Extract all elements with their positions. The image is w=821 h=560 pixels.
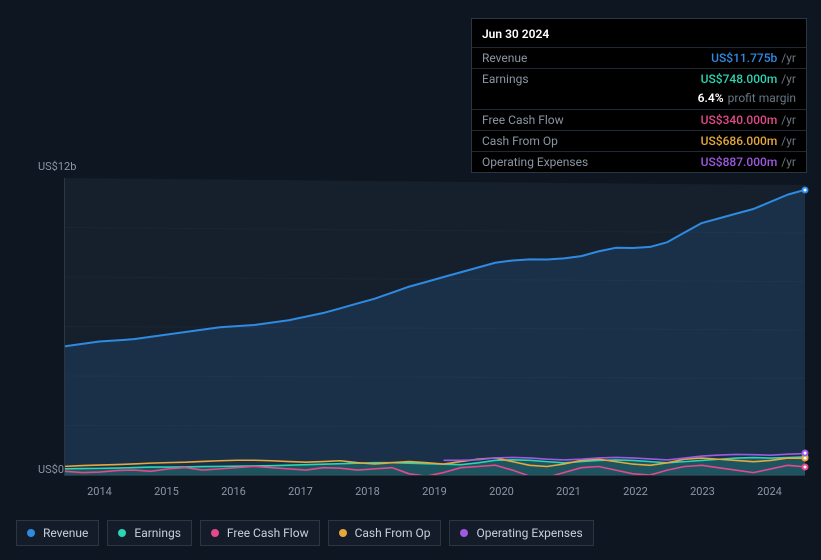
tooltip-date: Jun 30 2024 — [472, 19, 806, 47]
y-axis-top-label: US$12b — [38, 160, 76, 173]
hover-marker-revenue — [802, 186, 809, 193]
chart-svg — [65, 178, 805, 475]
x-axis-tick: 2023 — [669, 485, 736, 498]
x-axis-tick: 2024 — [736, 485, 803, 498]
legend-item-earnings[interactable]: Earnings — [107, 520, 192, 546]
tooltip-row-value: US$686.000m/yr — [701, 134, 796, 148]
legend-item-revenue[interactable]: Revenue — [16, 520, 99, 546]
tooltip-row-label: Operating Expenses — [482, 155, 588, 169]
y-axis-bottom-label: US$0 — [38, 463, 64, 476]
chart-container: US$12b US$0 2014201520162017201820192020… — [16, 160, 805, 506]
x-axis-tick: 2016 — [200, 485, 267, 498]
tooltip-row-value: US$11.775b/yr — [711, 51, 796, 65]
x-axis-tick: 2021 — [535, 485, 602, 498]
legend-label: Operating Expenses — [476, 526, 582, 540]
tooltip-row: Earnings US$748.000m/yr — [472, 68, 806, 89]
tooltip-row-label: Cash From Op — [482, 134, 558, 148]
chart-plot-area[interactable] — [64, 178, 805, 476]
legend-item-cfo[interactable]: Cash From Op — [328, 520, 442, 546]
tooltip-row-value: US$748.000m/yr — [701, 72, 796, 86]
legend-label: Earnings — [134, 526, 181, 540]
x-axis-tick: 2019 — [401, 485, 468, 498]
legend-item-fcf[interactable]: Free Cash Flow — [200, 520, 320, 546]
hover-marker-opex — [802, 450, 809, 457]
tooltip-row-value: US$340.000m/yr — [701, 113, 796, 127]
x-axis-tick: 2015 — [133, 485, 200, 498]
x-axis-tick: 2018 — [334, 485, 401, 498]
hover-tooltip: Jun 30 2024 Revenue US$11.775b/yr Earnings… — [471, 18, 807, 173]
legend-item-opex[interactable]: Operating Expenses — [449, 520, 593, 546]
fcf-swatch-icon — [211, 529, 219, 537]
earnings-swatch-icon — [118, 529, 126, 537]
hover-marker-fcf — [802, 463, 809, 470]
tooltip-row-value: US$887.000m/yr — [701, 155, 796, 169]
revenue-swatch-icon — [27, 529, 35, 537]
tooltip-row: Operating Expenses US$887.000m/yr — [472, 151, 806, 172]
legend-label: Free Cash Flow — [227, 526, 309, 540]
opex-swatch-icon — [460, 529, 468, 537]
x-axis-tick: 2017 — [267, 485, 334, 498]
x-axis-tick: 2020 — [468, 485, 535, 498]
tooltip-row-label: Earnings — [482, 72, 529, 86]
tooltip-row: Free Cash Flow US$340.000m/yr — [472, 109, 806, 130]
tooltip-row: Revenue US$11.775b/yr — [472, 47, 806, 68]
x-axis: 2014201520162017201820192020202120222023… — [64, 485, 805, 498]
tooltip-row: Cash From Op US$686.000m/yr — [472, 130, 806, 151]
tooltip-row-label: Free Cash Flow — [482, 113, 564, 127]
legend-label: Revenue — [43, 526, 88, 540]
tooltip-sub-row: 6.4%profit margin — [472, 89, 806, 109]
legend: Revenue Earnings Free Cash Flow Cash From O… — [16, 520, 594, 546]
tooltip-row-label: Revenue — [482, 51, 527, 65]
x-axis-tick: 2022 — [602, 485, 669, 498]
x-axis-tick: 2014 — [66, 485, 133, 498]
legend-label: Cash From Op — [355, 526, 431, 540]
cfo-swatch-icon — [339, 529, 347, 537]
